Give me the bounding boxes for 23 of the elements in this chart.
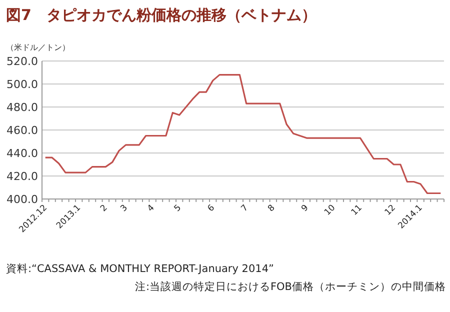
x-tick-label: 6 (206, 203, 217, 214)
x-tick-label: 4 (146, 203, 157, 214)
x-tick-label: 10 (322, 203, 338, 218)
x-tick-label: 7 (240, 203, 250, 214)
text: 注:当該週の特定日におけるFOB価格（ホーチミン）の中間価格 (134, 280, 446, 293)
text: 資料:“CASSAVA & MONTHLY REPORT-January 2014” (6, 262, 274, 275)
y-tick-label: 480.0 (6, 101, 38, 114)
line-series (44, 74, 442, 194)
y-tick-label: 500.0 (6, 78, 38, 91)
x-tick-label: 9 (300, 203, 311, 214)
y-tick-label: 520.0 (6, 55, 38, 68)
y-tick-label: 440.0 (6, 147, 38, 160)
x-tick-label: 12 (383, 203, 398, 218)
chart-title: 図7 タピオカでん粉価格の推移（ベトナム） (6, 6, 316, 24)
x-tick-label: 11 (350, 203, 364, 218)
y-tick-label: 400.0 (6, 193, 38, 206)
x-tick-label: 8 (266, 203, 278, 214)
x-tick-label: 2 (98, 203, 110, 214)
x-tick-label: 5 (172, 203, 184, 214)
y-tick-label: 420.0 (6, 170, 38, 183)
y-axis-title: （米ドル／トン） (6, 43, 70, 52)
x-tick-label: 3 (118, 203, 130, 214)
y-tick-label: 460.0 (6, 124, 38, 137)
